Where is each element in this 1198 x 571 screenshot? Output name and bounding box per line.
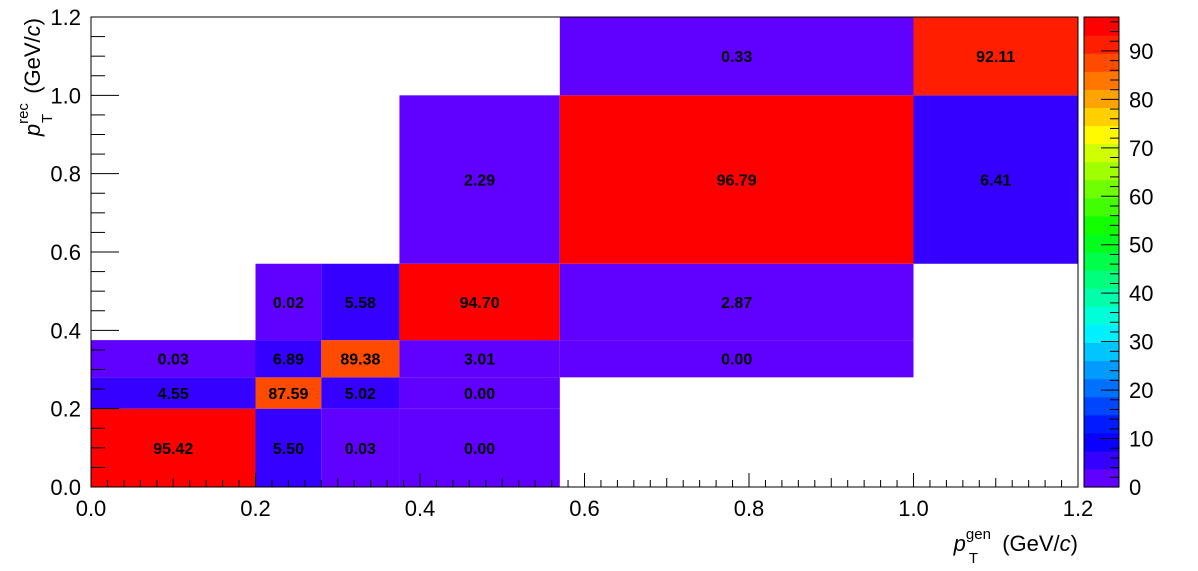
cell-label-15: 2.29 [464,173,495,190]
cell-label-13: 3.01 [464,352,495,369]
z-tick-label: 70 [1129,136,1153,161]
z-tick-label: 30 [1129,330,1153,355]
y-tick-label: 0.0 [50,475,81,500]
z-tick-label: 40 [1129,281,1153,306]
y-tick-label: 1.2 [50,5,81,30]
x-tick-label: 0.4 [405,496,436,521]
color-scale-swatch-22 [1084,71,1119,90]
color-scale-swatch-11 [1084,270,1119,289]
y-tick-label: 0.8 [50,162,81,187]
x-tick-label: 1.2 [1063,496,1094,521]
cell-label-1: 4.55 [158,386,189,403]
color-scale-swatch-5 [1084,379,1119,398]
color-scale-swatch-21 [1084,89,1119,108]
color-scale-bar [1084,17,1119,488]
z-tick-label: 90 [1129,39,1153,64]
color-scale-swatch-17 [1084,162,1119,181]
color-scale-swatch-18 [1084,144,1119,163]
z-tick-label: 20 [1129,378,1153,403]
color-scale-swatch-10 [1084,288,1119,307]
cell-label-20: 6.41 [980,173,1011,190]
color-scale-swatch-8 [1084,324,1119,343]
x-tick-label: 0.6 [569,496,600,521]
cell-label-11: 0.00 [464,441,495,458]
cell-label-19: 0.33 [721,49,752,66]
cell-label-8: 5.02 [345,386,376,403]
cell-label-3: 5.50 [273,441,304,458]
cell-label-17: 2.87 [721,295,752,312]
z-tick-label: 10 [1129,427,1153,452]
z-tick-label: 80 [1129,87,1153,112]
y-tick-label: 0.6 [50,240,81,265]
color-scale-swatch-15 [1084,198,1119,217]
color-scale-swatch-13 [1084,234,1119,253]
cell-label-18: 96.79 [717,173,757,190]
y-tick-label: 0.4 [50,318,81,343]
cell-label-5: 6.89 [273,352,304,369]
color-scale-swatch-3 [1084,415,1119,434]
cell-label-4: 87.59 [268,386,308,403]
cell-label-2: 0.03 [158,352,189,369]
x-tick-label: 1.0 [898,496,929,521]
cell-label-12: 0.00 [464,386,495,403]
cell-label-10: 5.58 [345,295,376,312]
color-scale-swatch-20 [1084,107,1119,126]
cell-label-16: 0.00 [721,352,752,369]
z-tick-label: 0 [1129,475,1141,500]
cell-label-14: 94.70 [460,295,500,312]
cell-label-7: 0.03 [345,441,376,458]
color-scale-swatch-16 [1084,180,1119,199]
color-scale-swatch-23 [1084,53,1119,72]
color-scale-swatch-25 [1084,17,1119,36]
x-tick-label: 0.8 [734,496,765,521]
color-scale-swatch-6 [1084,360,1119,379]
y-tick-label: 0.2 [50,397,81,422]
z-tick-label: 50 [1129,233,1153,258]
color-scale-swatch-0 [1084,469,1119,488]
cell-label-6: 0.02 [273,295,304,312]
cell-label-9: 89.38 [340,352,380,369]
cell-label-21: 92.11 [976,49,1015,66]
x-tick-label: 0.2 [240,496,271,521]
cell-label-0: 95.42 [153,441,193,458]
y-tick-label: 1.0 [50,83,81,108]
z-tick-label: 60 [1129,184,1153,209]
color-scale-swatch-1 [1084,451,1119,470]
